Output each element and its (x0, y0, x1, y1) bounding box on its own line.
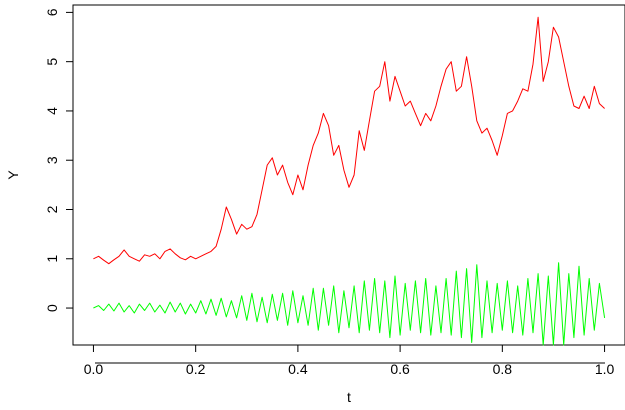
x-tick-label: 0.2 (186, 361, 206, 377)
y-tick-label: 2 (44, 205, 60, 213)
y-tick-label: 4 (44, 107, 60, 115)
y-tick-label: 5 (44, 58, 60, 66)
x-axis-label: t (347, 389, 351, 405)
series-line-2 (93, 262, 606, 346)
series-layer (93, 16, 606, 346)
x-axis-ticks: 0.0 0.2 0.4 0.6 0.8 1.0 (84, 345, 615, 377)
y-tick-label: 1 (44, 255, 60, 263)
y-tick-label: 3 (44, 156, 60, 164)
series-line-1 (93, 16, 605, 265)
x-tick-label: 1.0 (595, 361, 615, 377)
x-tick-label: 0.8 (493, 361, 513, 377)
y-tick-label: 0 (44, 304, 60, 312)
x-tick-label: 0.6 (390, 361, 410, 377)
x-tick-label: 0.4 (288, 361, 308, 377)
y-axis-label: Y (5, 170, 21, 180)
x-tick-label: 0.0 (84, 361, 104, 377)
y-axis-ticks: 0 1 2 3 4 5 6 (44, 8, 73, 312)
y-tick-label: 6 (44, 8, 60, 16)
plot-frame (72, 4, 625, 346)
